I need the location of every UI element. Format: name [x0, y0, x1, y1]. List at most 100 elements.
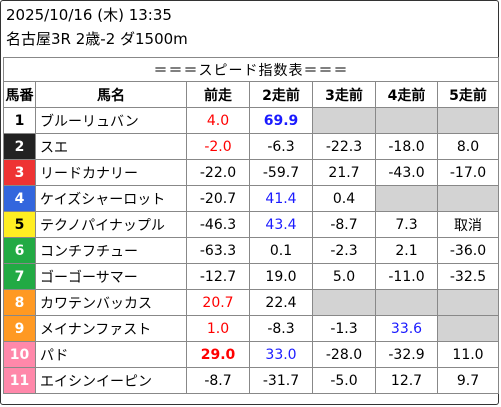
horse-name: メイナンファスト	[35, 315, 187, 342]
speed-index-cell: -12.7	[186, 263, 250, 290]
post-number: 11	[3, 367, 36, 394]
speed-index-cell: -2.0	[186, 133, 250, 160]
speed-index-cell	[437, 185, 499, 212]
horse-name: ゴーゴーサマー	[35, 263, 187, 290]
speed-index-cell: 41.4	[249, 185, 313, 212]
speed-index-cell: 21.7	[312, 159, 376, 186]
header-row: 馬番 馬名 前走 2走前 3走前 4走前 5走前	[3, 81, 499, 108]
col-header-3back: 3走前	[312, 81, 376, 108]
speed-index-cell: 0.4	[312, 185, 376, 212]
table-row: 1 ブルーリュバン 4.0 69.9	[3, 107, 499, 134]
speed-index-cell: -1.3	[312, 315, 376, 342]
speed-index-cell: 69.9	[249, 107, 313, 134]
horse-name: ケイズシャーロット	[35, 185, 187, 212]
post-number: 8	[3, 289, 36, 316]
horse-name: スエ	[35, 133, 187, 160]
table-row: 8 カワテンバッカス 20.7 22.4	[3, 289, 499, 316]
post-number: 1	[3, 107, 36, 134]
speed-index-cell: -32.9	[375, 341, 438, 368]
post-number: 7	[3, 263, 36, 290]
speed-index-cell: -2.3	[312, 237, 376, 264]
speed-index-cell: -31.7	[249, 367, 313, 394]
race-datetime: 2025/10/16 (木) 13:35	[6, 6, 172, 24]
speed-index-cell: 12.7	[375, 367, 438, 394]
post-number: 2	[3, 133, 36, 160]
speed-index-cell: -8.7	[312, 211, 376, 238]
horse-name: コンチフチュー	[35, 237, 187, 264]
speed-index-cell: 19.0	[249, 263, 313, 290]
post-number: 4	[3, 185, 36, 212]
horse-name: リードカナリー	[35, 159, 187, 186]
speed-index-cell: 4.0	[186, 107, 250, 134]
speed-index-cell: 7.3	[375, 211, 438, 238]
table-row: 3 リードカナリー -22.0 -59.7 21.7 -43.0 -17.0	[3, 159, 499, 186]
speed-index-cell: -22.3	[312, 133, 376, 160]
speed-index-cell	[312, 289, 376, 316]
post-number: 6	[3, 237, 36, 264]
horse-name: ブルーリュバン	[35, 107, 187, 134]
speed-index-cell: -8.7	[186, 367, 250, 394]
speed-index-cell: 1.0	[186, 315, 250, 342]
speed-index-cell: 0.1	[249, 237, 313, 264]
horse-name: エイシンイーピン	[35, 367, 187, 394]
speed-index-cell	[437, 289, 499, 316]
speed-index-cell: -36.0	[437, 237, 499, 264]
table-row: 5 テクノパイナップル -46.3 43.4 -8.7 7.3 取消	[3, 211, 499, 238]
speed-index-cell: -28.0	[312, 341, 376, 368]
horse-name: パド	[35, 341, 187, 368]
speed-index-cell: 29.0	[186, 341, 250, 368]
speed-index-cell: -11.0	[375, 263, 438, 290]
speed-index-cell	[312, 107, 376, 134]
speed-index-cell: -5.0	[312, 367, 376, 394]
col-header-4back: 4走前	[375, 81, 438, 108]
speed-index-cell	[437, 315, 499, 342]
col-header-last: 前走	[186, 81, 250, 108]
speed-index-cell: -18.0	[375, 133, 438, 160]
table-row: 9 メイナンファスト 1.0 -8.3 -1.3 33.6	[3, 315, 499, 342]
horse-name: カワテンバッカス	[35, 289, 187, 316]
speed-index-cell: 5.0	[312, 263, 376, 290]
speed-index-cell: -63.3	[186, 237, 250, 264]
speed-index-cell: 11.0	[437, 341, 499, 368]
speed-index-cell: -8.3	[249, 315, 313, 342]
col-header-2back: 2走前	[249, 81, 313, 108]
speed-index-cell: -22.0	[186, 159, 250, 186]
post-number: 10	[3, 341, 36, 368]
speed-index-cell: 8.0	[437, 133, 499, 160]
col-header-horse: 馬名	[35, 81, 187, 108]
table-row: 4 ケイズシャーロット -20.7 41.4 0.4	[3, 185, 499, 212]
table-row: 6 コンチフチュー -63.3 0.1 -2.3 2.1 -36.0	[3, 237, 499, 264]
post-number: 5	[3, 211, 36, 238]
col-header-5back: 5走前	[437, 81, 499, 108]
post-number: 3	[3, 159, 36, 186]
speed-index-cell	[375, 107, 438, 134]
speed-index-cell: -32.5	[437, 263, 499, 290]
speed-index-cell: -20.7	[186, 185, 250, 212]
speed-index-cell: 33.0	[249, 341, 313, 368]
post-number: 9	[3, 315, 36, 342]
speed-index-table: ＝＝＝スピード指数表＝＝＝ 馬番 馬名 前走 2走前 3走前 4走前 5走前 1…	[3, 57, 499, 394]
speed-index-cell: 22.4	[249, 289, 313, 316]
speed-index-cell	[375, 185, 438, 212]
speed-index-cell: 33.6	[375, 315, 438, 342]
speed-index-cell: -6.3	[249, 133, 313, 160]
horse-name: テクノパイナップル	[35, 211, 187, 238]
speed-index-cell: 43.4	[249, 211, 313, 238]
col-header-post: 馬番	[3, 81, 36, 108]
table-row: 11 エイシンイーピン -8.7 -31.7 -5.0 12.7 9.7	[3, 367, 499, 394]
table-row: 7 ゴーゴーサマー -12.7 19.0 5.0 -11.0 -32.5	[3, 263, 499, 290]
table-title: ＝＝＝スピード指数表＝＝＝	[3, 57, 499, 82]
speed-index-cell: -46.3	[186, 211, 250, 238]
speed-index-cell: 20.7	[186, 289, 250, 316]
speed-index-cell: -17.0	[437, 159, 499, 186]
race-info: 名古屋3R 2歳-2 ダ1500m	[6, 30, 188, 48]
speed-index-cell	[375, 289, 438, 316]
speed-index-cell	[437, 107, 499, 134]
table-row: 10 パド 29.0 33.0 -28.0 -32.9 11.0	[3, 341, 499, 368]
speed-index-cell: 9.7	[437, 367, 499, 394]
speed-index-cell: -59.7	[249, 159, 313, 186]
table-row: 2 スエ -2.0 -6.3 -22.3 -18.0 8.0	[3, 133, 499, 160]
speed-index-cell: 2.1	[375, 237, 438, 264]
speed-index-cell: 取消	[437, 211, 499, 238]
